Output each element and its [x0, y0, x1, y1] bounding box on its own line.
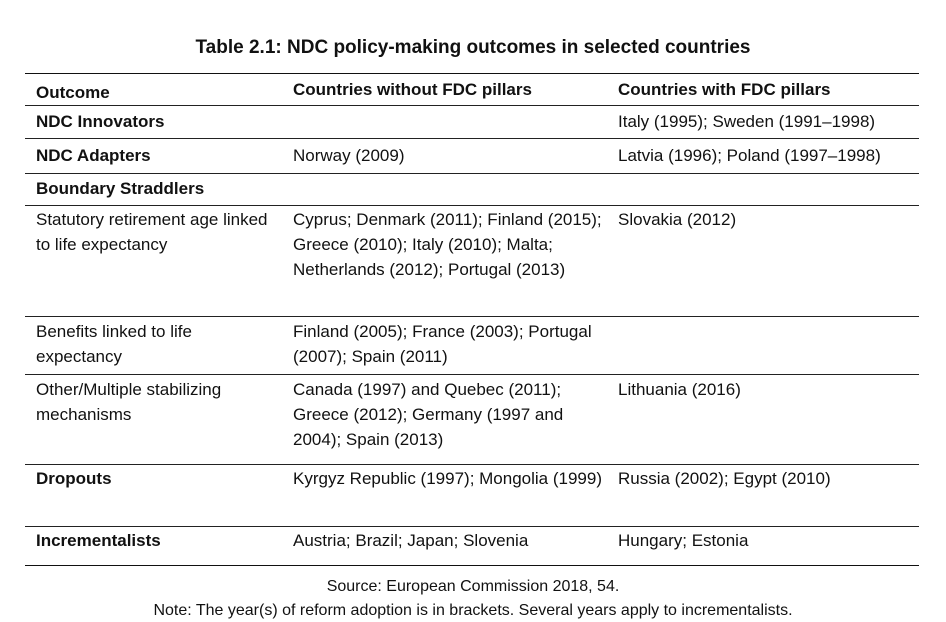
- row-outcome: NDC Adapters: [25, 138, 282, 174]
- header-without-fdc: Countries without FDC pillars: [282, 73, 607, 106]
- table-row: Dropouts Kyrgyz Republic (1997); Mongoli…: [25, 464, 919, 527]
- row-with-fdc: Slovakia (2012): [607, 205, 919, 317]
- row-without-fdc: Cyprus; Denmark (2011); Finland (2015); …: [282, 205, 607, 317]
- header-outcome: Outcome: [25, 73, 282, 106]
- row-without-fdc: [282, 173, 607, 206]
- table-source: Source: European Commission 2018, 54.: [326, 578, 620, 595]
- row-with-fdc: Italy (1995); Sweden (1991–1998): [607, 105, 919, 139]
- row-outcome: Dropouts: [25, 464, 282, 527]
- row-outcome: Statutory retirement age linked to life …: [25, 205, 282, 317]
- row-outcome: Boundary Straddlers: [25, 173, 282, 206]
- row-outcome: Benefits linked to life expectancy: [25, 316, 282, 375]
- outcomes-table: Outcome Countries without FDC pillars Co…: [25, 73, 919, 566]
- table-row: NDC Innovators Italy (1995); Sweden (199…: [25, 105, 919, 139]
- header-with-fdc: Countries with FDC pillars: [607, 73, 919, 106]
- table-row: Incrementalists Austria; Brazil; Japan; …: [25, 526, 919, 566]
- row-with-fdc: Latvia (1996); Poland (1997–1998): [607, 138, 919, 174]
- row-without-fdc: Finland (2005); France (2003); Portugal …: [282, 316, 607, 375]
- row-without-fdc: Austria; Brazil; Japan; Slovenia: [282, 526, 607, 566]
- table-row: Statutory retirement age linked to life …: [25, 205, 919, 317]
- row-without-fdc: Kyrgyz Republic (1997); Mongolia (1999): [282, 464, 607, 527]
- row-without-fdc: Norway (2009): [282, 138, 607, 174]
- row-with-fdc: [607, 173, 919, 206]
- table-row: Benefits linked to life expectancy Finla…: [25, 316, 919, 375]
- table-header-row: Outcome Countries without FDC pillars Co…: [25, 73, 919, 106]
- table-title: Table 2.1: NDC policy-making outcomes in…: [195, 37, 751, 58]
- row-with-fdc: Russia (2002); Egypt (2010): [607, 464, 919, 527]
- row-without-fdc: Canada (1997) and Quebec (2011); Greece …: [282, 374, 607, 465]
- table-note: Note: The year(s) of reform adoption is …: [153, 602, 793, 619]
- row-with-fdc: Hungary; Estonia: [607, 526, 919, 566]
- row-outcome: NDC Innovators: [25, 105, 282, 139]
- row-outcome: Incrementalists: [25, 526, 282, 566]
- table-row: NDC Adapters Norway (2009) Latvia (1996)…: [25, 138, 919, 174]
- row-with-fdc: [607, 316, 919, 375]
- row-without-fdc: [282, 105, 607, 139]
- table-row: Other/Multiple stabilizing mechanisms Ca…: [25, 374, 919, 465]
- row-outcome: Other/Multiple stabilizing mechanisms: [25, 374, 282, 465]
- table-row: Boundary Straddlers: [25, 173, 919, 206]
- row-with-fdc: Lithuania (2016): [607, 374, 919, 465]
